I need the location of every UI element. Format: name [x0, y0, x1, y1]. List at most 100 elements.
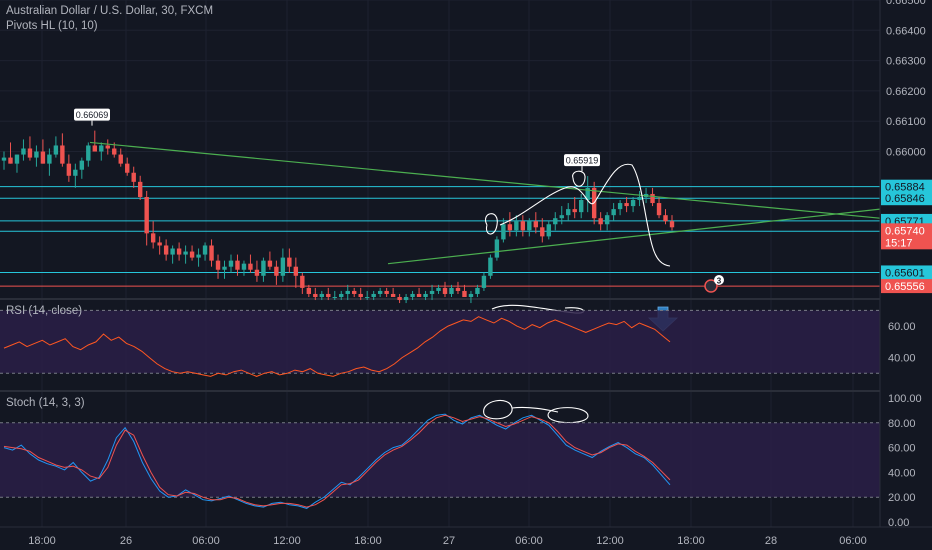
- drawing-circle-low[interactable]: [484, 213, 498, 235]
- price-axis[interactable]: 0.66500 0.66400 0.66300 0.66200 0.66100 0.660…: [879, 0, 932, 550]
- candle-body: [501, 224, 506, 240]
- candle-body: [371, 293, 376, 297]
- trend-lines[interactable]: 0.66069 0.65919: [74, 108, 881, 265]
- candle-body: [410, 293, 415, 297]
- candle-body: [520, 221, 526, 231]
- candle-countdown: 15:17: [885, 237, 913, 249]
- candle-body: [553, 218, 558, 225]
- candle-body: [21, 148, 26, 155]
- stoch-tick-label: 0.00: [888, 517, 909, 529]
- price-tick-label: 0.66300: [886, 56, 926, 68]
- candle-body: [352, 290, 357, 294]
- candle-body: [274, 266, 279, 276]
- candle-body: [540, 227, 545, 237]
- candle-body: [47, 154, 52, 164]
- candle-body: [261, 260, 266, 276]
- time-tick-label: 26: [120, 535, 132, 547]
- candle-body: [1, 157, 7, 161]
- pivot-label-box: [74, 108, 110, 121]
- candle-body: [118, 154, 123, 164]
- candle-body: [403, 297, 409, 301]
- candle-body: [436, 287, 441, 291]
- candle-body: [79, 160, 85, 170]
- candle-body: [215, 260, 221, 270]
- candle-body: [189, 251, 195, 258]
- candle-body: [313, 293, 318, 297]
- candle-body: [663, 215, 668, 222]
- candle-body: [326, 293, 331, 297]
- candle-body: [656, 203, 662, 216]
- stoch-band: [0, 422, 880, 498]
- candle-body: [34, 151, 39, 158]
- candle-body: [475, 287, 480, 294]
- candle-body: [287, 257, 292, 267]
- candle-body: [364, 297, 370, 298]
- candle-body: [423, 293, 428, 297]
- grid-lines: [0, 0, 932, 527]
- rsi-label[interactable]: RSI (14, close): [6, 305, 83, 317]
- price-level-tag-bg[interactable]: [881, 191, 932, 206]
- price-level-tag-bg[interactable]: [881, 179, 932, 194]
- candle-body: [112, 148, 117, 155]
- stoch-label[interactable]: Stoch (14, 3, 3): [6, 397, 85, 409]
- price-level-tag-bg[interactable]: [881, 265, 932, 280]
- candle-body: [300, 275, 305, 288]
- stoch-tick-label: 40.00: [888, 467, 916, 479]
- price-level-tag: 0.65884: [885, 182, 925, 194]
- candle-body: [339, 293, 344, 297]
- candle-body: [228, 260, 234, 267]
- rsi-band: [0, 310, 880, 374]
- candle-body: [222, 266, 227, 270]
- candle-body: [462, 290, 467, 297]
- alert-badge-count: 3: [717, 277, 722, 286]
- drawing-stoch-link[interactable]: [511, 406, 559, 413]
- candle-body: [66, 163, 72, 176]
- candle-body: [105, 145, 110, 149]
- freehand-drawings[interactable]: 3: [483, 163, 724, 424]
- candle-body: [248, 263, 253, 270]
- downtrend-line[interactable]: [89, 141, 881, 219]
- pivot-label-box: [564, 154, 600, 167]
- candle-body: [604, 215, 610, 225]
- drawing-circle-top[interactable]: [572, 170, 586, 187]
- candle-body: [99, 145, 104, 152]
- candle-body: [358, 293, 363, 297]
- stoch-k-line: [3, 413, 671, 509]
- candle-body: [494, 239, 500, 258]
- candle-body: [14, 154, 20, 164]
- drawing-wave[interactable]: [499, 163, 671, 267]
- alert-badge[interactable]: [714, 275, 724, 285]
- uptrend-line[interactable]: [387, 208, 881, 265]
- candle-body: [254, 269, 260, 276]
- time-axis[interactable]: 18:00 26 06:00 12:00 18:00 27 06:00 12:00 18:00 2…: [0, 526, 932, 547]
- candle-body: [481, 275, 487, 288]
- price-tick-label: 0.66200: [886, 86, 926, 98]
- candle-body: [157, 242, 162, 246]
- time-tick-label: 18:00: [28, 535, 56, 547]
- current-price-tag-bg[interactable]: [881, 223, 932, 250]
- price-level-tag-bg[interactable]: [881, 279, 932, 294]
- time-tick-label: 27: [443, 535, 455, 547]
- price-level-tag: 0.65556: [885, 281, 925, 293]
- price-tick-label: 0.66500: [886, 0, 926, 7]
- candle-body: [559, 215, 564, 219]
- candle-body: [53, 145, 59, 155]
- price-tick-label: 0.66100: [886, 116, 926, 128]
- candle-body: [384, 290, 389, 294]
- alert-flag-icon[interactable]: [704, 279, 718, 293]
- candle-body: [92, 145, 97, 152]
- price-tick-label: 0.66000: [886, 147, 926, 159]
- pivots-indicator-label[interactable]: Pivots HL (10, 10): [6, 20, 98, 32]
- candle-body: [209, 245, 214, 261]
- candle-body: [507, 224, 513, 231]
- candle-body: [455, 287, 461, 291]
- rsi-line: [3, 316, 671, 377]
- candle-body: [566, 209, 571, 216]
- candle-body: [585, 187, 590, 201]
- time-tick-label: 18:00: [354, 535, 382, 547]
- drawing-stoch-circle-2[interactable]: [547, 407, 589, 424]
- drawing-stoch-circle-1[interactable]: [483, 399, 513, 420]
- candle-body: [183, 251, 188, 255]
- candle-body: [611, 209, 616, 216]
